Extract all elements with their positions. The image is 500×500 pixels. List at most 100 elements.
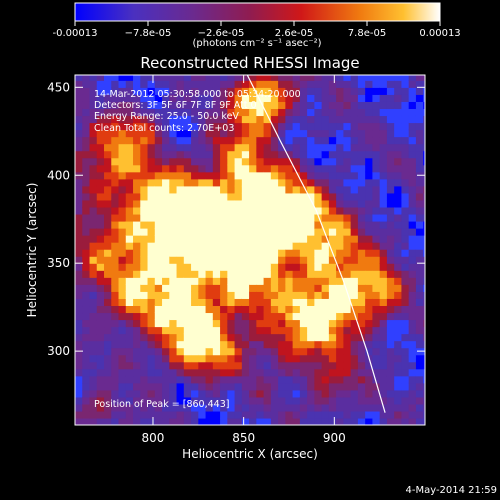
heatmap-cell [423, 312, 425, 321]
heatmap-cell [350, 129, 359, 138]
heatmap-cell [162, 354, 170, 363]
heatmap-cell [372, 326, 381, 335]
heatmap-cell [350, 403, 359, 412]
heatmap-cell [162, 312, 170, 321]
heatmap-cell [372, 389, 381, 398]
heatmap-cell [234, 157, 243, 166]
heatmap-cell [75, 80, 83, 88]
heatmap-cell [292, 417, 301, 425]
heatmap-cell [270, 199, 279, 208]
heatmap-cell [285, 319, 294, 328]
heatmap-cell [96, 305, 105, 314]
heatmap-cell [328, 340, 337, 349]
heatmap-cell [191, 108, 199, 117]
heatmap-cell [307, 206, 315, 215]
heatmap-cell [205, 403, 214, 412]
heatmap-cell [314, 178, 323, 187]
heatmap-cell [176, 312, 185, 321]
heatmap-cell [336, 319, 344, 328]
heatmap-cell [191, 368, 199, 377]
heatmap-cell [401, 178, 410, 187]
heatmap-cell [263, 150, 272, 159]
heatmap-cell [220, 410, 228, 419]
heatmap-cell [234, 326, 243, 335]
heatmap-cell [365, 284, 374, 292]
heatmap-cell [183, 178, 192, 187]
heatmap-cell [415, 213, 424, 222]
heatmap-cell [285, 75, 294, 81]
heatmap-cell [256, 228, 265, 236]
heatmap-cell [321, 115, 330, 124]
peak-position-label: Position of Peak = [860,443] [94, 399, 229, 410]
heatmap-cell [263, 242, 272, 250]
heatmap-cell [386, 206, 395, 215]
heatmap-cell [234, 185, 243, 194]
heatmap-cell [394, 312, 403, 321]
heatmap-cell [220, 178, 228, 187]
heatmap-cell [212, 298, 221, 307]
heatmap-cell [270, 178, 279, 187]
heatmap-cell [423, 263, 425, 271]
heatmap-cell [350, 256, 359, 264]
heatmap-cell [220, 396, 228, 405]
heatmap-cell [256, 235, 265, 243]
heatmap-cell [82, 80, 91, 88]
heatmap-cell [423, 326, 425, 335]
heatmap-cell [227, 199, 236, 208]
heatmap-cell [336, 298, 344, 307]
heatmap-cell [328, 333, 337, 342]
heatmap-cell [249, 115, 257, 124]
heatmap-cell [89, 396, 98, 405]
heatmap-cell [394, 206, 403, 215]
heatmap-cell [176, 347, 185, 356]
heatmap-cell [125, 94, 134, 102]
heatmap-cell [104, 382, 112, 391]
heatmap-cell [336, 361, 344, 370]
heatmap-cell [227, 403, 236, 412]
heatmap-cell [118, 368, 127, 377]
heatmap-cell [96, 382, 105, 391]
heatmap-cell [321, 206, 330, 215]
heatmap-cell [321, 157, 330, 166]
heatmap-cell [372, 354, 381, 363]
heatmap-cell [256, 354, 265, 363]
heatmap-cell [220, 319, 228, 328]
heatmap-cell [234, 389, 243, 398]
heatmap-cell [220, 312, 228, 321]
heatmap-cell [372, 284, 381, 292]
heatmap-cell [140, 333, 149, 342]
heatmap-cell [292, 312, 301, 321]
heatmap-cell [249, 277, 257, 285]
heatmap-cell [357, 312, 366, 321]
heatmap-cell [270, 75, 279, 81]
heatmap-cell [270, 136, 279, 145]
heatmap-cell [191, 185, 199, 194]
heatmap-cell [292, 129, 301, 138]
heatmap-cell [423, 220, 425, 229]
heatmap-cell [227, 129, 236, 138]
heatmap-cell [386, 396, 395, 405]
heatmap-cell [82, 284, 91, 292]
heatmap-cell [241, 178, 250, 187]
heatmap-cell [96, 129, 105, 138]
heatmap-cell [118, 382, 127, 391]
heatmap-cell [75, 284, 83, 292]
heatmap-cell [372, 417, 381, 425]
heatmap-cell [212, 115, 221, 124]
heatmap-cell [379, 213, 388, 222]
heatmap-cell [212, 410, 221, 419]
heatmap-cell [82, 417, 91, 425]
heatmap-cell [147, 389, 156, 398]
heatmap-cell [154, 319, 163, 328]
heatmap-cell [133, 284, 141, 292]
heatmap-cell [270, 312, 279, 321]
heatmap-cell [82, 354, 91, 363]
heatmap-cell [198, 157, 207, 166]
heatmap-cell [205, 94, 214, 102]
heatmap-cell [365, 228, 374, 236]
heatmap-cell [140, 75, 149, 81]
heatmap-cell [234, 270, 243, 278]
heatmap-cell [321, 284, 330, 292]
heatmap-cell [176, 150, 185, 159]
heatmap-cell [386, 185, 395, 194]
